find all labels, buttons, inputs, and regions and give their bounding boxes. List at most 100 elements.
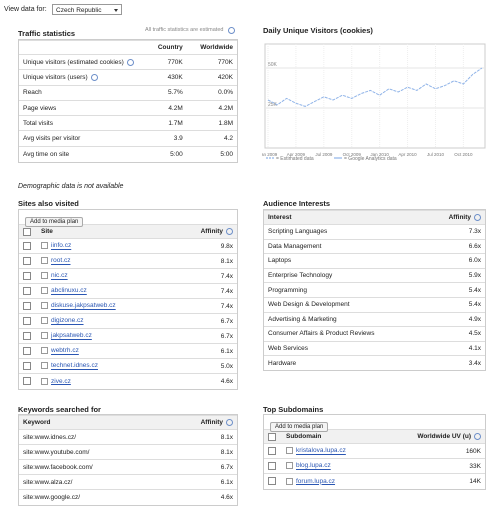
row: Unique visitors (estimated cookies) 770K 7…: [19, 53, 237, 70]
checkbox[interactable]: [23, 362, 31, 370]
link[interactable]: nic.cz: [51, 272, 68, 280]
cell: 5:00: [137, 145, 187, 162]
cell-text: 3.9: [173, 135, 183, 143]
cell-text: Data Management: [268, 242, 322, 250]
row: Web Services 4.1x: [264, 340, 485, 356]
cell: 7.4x: [171, 298, 237, 314]
link[interactable]: abclinuxu.cz: [51, 287, 87, 295]
row: Unique visitors (users) 430K 420K: [19, 69, 237, 86]
cell-text: Programming: [268, 286, 308, 294]
checkbox[interactable]: [23, 317, 31, 325]
legend-label: = Google Analytics data: [344, 156, 397, 162]
link-icon: [41, 332, 48, 340]
cell: abclinuxu.cz: [37, 283, 172, 299]
cell: 770K: [137, 53, 187, 70]
checkbox[interactable]: [23, 272, 31, 280]
checkbox[interactable]: [23, 332, 31, 340]
row: root.cz 8.1x: [19, 253, 237, 269]
checkbox[interactable]: [23, 287, 31, 295]
link[interactable]: kristalova.lupa.cz: [296, 447, 346, 455]
cell-text: 770K: [217, 58, 233, 66]
table: Keyword Affinity site:www.idnes.cz/8.1x sit…: [19, 415, 237, 505]
checkbox[interactable]: [23, 377, 31, 386]
cell-text: 8.1x: [220, 448, 233, 456]
cell-text: Total visits: [23, 119, 53, 127]
header-row: Country Worldwide: [19, 40, 237, 55]
cell: Unique visitors (estimated cookies): [19, 53, 138, 70]
row: Avg time on site 5:00 5:00: [19, 145, 237, 162]
checkbox[interactable]: [268, 462, 276, 470]
link[interactable]: iinfo.cz: [51, 242, 72, 250]
row: Avg visits per visitor 3.9 4.2: [19, 130, 237, 147]
x-tick-label: Apr 2009: [287, 152, 306, 157]
cell-text: Scripting Languages: [268, 228, 328, 236]
column-label: Site: [41, 228, 53, 235]
line: [267, 67, 483, 107]
cell-text: 6.6x: [468, 242, 481, 250]
cell: Total visits: [19, 115, 138, 131]
link[interactable]: blog.lupa.cz: [296, 462, 331, 470]
row: jakpsatweb.cz 6.7x: [19, 328, 237, 344]
cell: Data Management: [264, 238, 428, 254]
cell-text: Avg visits per visitor: [23, 135, 81, 143]
cell: webtrh.cz: [37, 343, 172, 359]
cell: 770K: [186, 53, 237, 70]
checkbox[interactable]: [268, 477, 276, 486]
country-select[interactable]: Czech Republic: [52, 4, 122, 15]
cell: site:www.youtube.com/: [19, 444, 163, 460]
checkbox[interactable]: [23, 257, 31, 265]
link[interactable]: zive.cz: [51, 377, 71, 385]
link[interactable]: jakpsatweb.cz: [51, 332, 92, 340]
add-button[interactable]: Add to media plan: [25, 217, 84, 227]
row: Hardware 3.4x: [264, 355, 485, 371]
cell: Web Design & Development: [264, 296, 428, 313]
cell: Scripting Languages: [264, 224, 428, 240]
add-button[interactable]: Add to media plan: [270, 422, 329, 432]
plot-area: [264, 43, 486, 149]
cell-text: Reach: [23, 89, 42, 97]
link[interactable]: forum.lupa.cz: [296, 477, 336, 485]
help-icon: [126, 58, 134, 66]
cell-text: Laptops: [268, 257, 292, 265]
link[interactable]: root.cz: [51, 257, 71, 265]
cell-text: 14K: [469, 477, 481, 485]
cell: 4.6x: [162, 489, 237, 505]
cell-text: 5:00: [170, 150, 183, 158]
row: abclinuxu.cz 7.4x: [19, 283, 237, 299]
traffic-note: All traffic statistics are estimated: [145, 27, 224, 33]
help-icon: [228, 27, 235, 34]
link[interactable]: webtrh.cz: [51, 347, 79, 355]
table: Subdomain Worldwide UV (u) kristalova.lupa…: [264, 429, 485, 489]
link[interactable]: technet.idnes.cz: [51, 362, 98, 370]
column-header: Subdomain: [282, 429, 381, 444]
row: Total visits 1.7M 1.8M: [19, 115, 237, 131]
checkbox[interactable]: [268, 432, 276, 441]
link[interactable]: digizone.cz: [51, 317, 84, 325]
link[interactable]: diskuse.jakpsatweb.cz: [51, 302, 116, 310]
cell: Web Services: [264, 340, 428, 356]
cell: nic.cz: [37, 268, 172, 284]
checkbox[interactable]: [23, 242, 31, 250]
cell: 6.6x: [427, 238, 485, 254]
row: diskuse.jakpsatweb.cz 7.4x: [19, 298, 237, 314]
cell-text: 6.0x: [468, 257, 481, 265]
cell: site:www.google.cz/: [19, 489, 163, 505]
checkbox[interactable]: [268, 447, 276, 455]
cell-text: 6.7x: [220, 332, 233, 340]
cell-text: 4.1x: [468, 345, 481, 353]
cell: 430K: [137, 69, 187, 86]
column-label: Keyword: [23, 419, 51, 426]
cell: 4.9x: [427, 311, 485, 327]
row: Advertising & Marketing 4.9x: [264, 311, 485, 327]
checkbox[interactable]: [23, 302, 31, 310]
cell-text: Web Services: [268, 345, 308, 353]
checkbox[interactable]: [23, 227, 31, 236]
cell: site:www.alza.cz/: [19, 474, 163, 490]
cell: 4.2M: [186, 99, 237, 116]
cell: digizone.cz: [37, 313, 172, 329]
checkbox[interactable]: [23, 347, 31, 355]
cell: 5.7%: [137, 84, 187, 101]
cell-text: 33K: [469, 462, 481, 470]
column-header: Interest: [264, 210, 428, 225]
cell: Avg visits per visitor: [19, 130, 138, 147]
